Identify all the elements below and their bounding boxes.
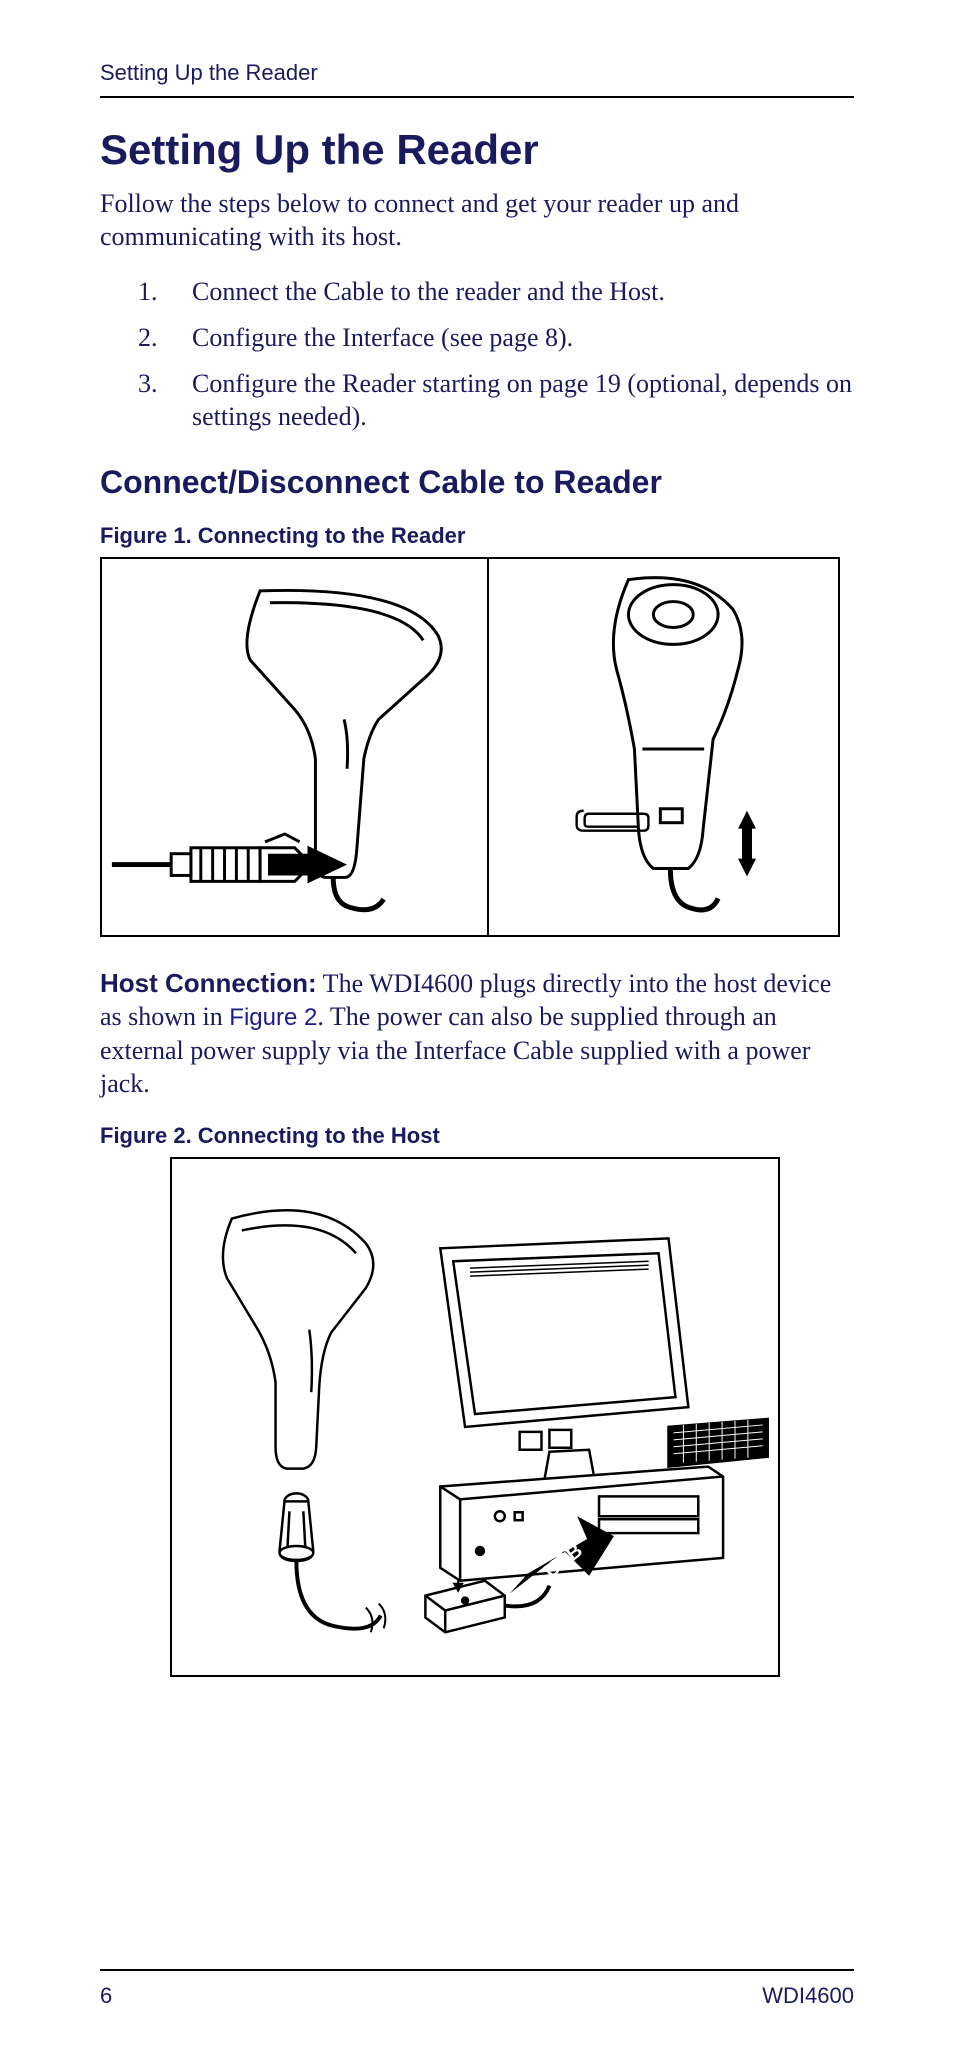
step-number: 1.: [138, 275, 192, 309]
page-number: 6: [100, 1983, 112, 2009]
host-connection-paragraph: Host Connection: The WDI4600 plugs direc…: [100, 967, 854, 1101]
step-item: 2. Configure the Interface (see page 8).: [138, 321, 854, 355]
scanner-connect-illustration-icon: [102, 559, 487, 935]
step-number: 2.: [138, 321, 192, 355]
step-number: 3.: [138, 367, 192, 435]
page-title: Setting Up the Reader: [100, 126, 854, 174]
steps-list: 1. Connect the Cable to the reader and t…: [138, 275, 854, 434]
figure1-left-panel: [102, 559, 489, 935]
step-text: Connect the Cable to the reader and the …: [192, 275, 665, 309]
figure1-caption: Figure 1. Connecting to the Reader: [100, 523, 854, 549]
figure1-box: [100, 557, 840, 937]
section-heading: Connect/Disconnect Cable to Reader: [100, 464, 854, 501]
step-item: 1. Connect the Cable to the reader and t…: [138, 275, 854, 309]
step-text: Configure the Reader starting on page 19…: [192, 367, 854, 435]
page-footer: 6 WDI4600: [100, 1969, 854, 2009]
step-item: 3. Configure the Reader starting on page…: [138, 367, 854, 435]
figure2-box: USB: [170, 1157, 780, 1677]
figure2-link[interactable]: Figure 2: [229, 1004, 317, 1031]
figure1-right-panel: [489, 559, 838, 935]
step-text: Configure the Interface (see page 8).: [192, 321, 573, 355]
product-name: WDI4600: [762, 1983, 854, 2009]
updown-arrow-icon: [738, 811, 756, 877]
host-connection-label: Host Connection:: [100, 968, 317, 998]
running-header: Setting Up the Reader: [100, 60, 854, 98]
intro-paragraph: Follow the steps below to connect and ge…: [100, 188, 854, 253]
host-connection-illustration-icon: USB: [172, 1159, 778, 1675]
figure2-caption: Figure 2. Connecting to the Host: [100, 1123, 854, 1149]
scanner-release-illustration-icon: [489, 559, 838, 935]
